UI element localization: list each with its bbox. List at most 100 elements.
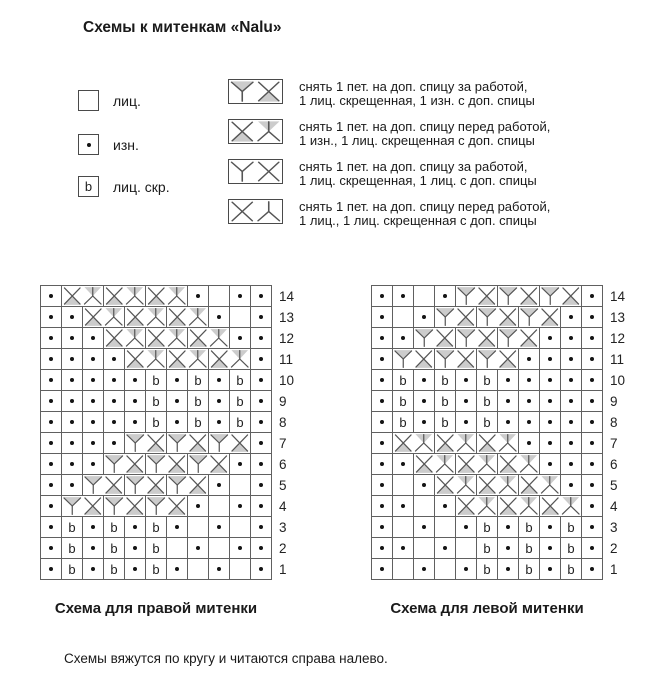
purl-cell bbox=[41, 286, 62, 307]
cable-back-cell bbox=[456, 286, 498, 307]
knit-empty-square-icon bbox=[78, 90, 99, 111]
purl-cell bbox=[456, 391, 477, 412]
cable-back-cell bbox=[146, 454, 188, 475]
cable-legend-line: снять 1 пет. на доп. спицу перед работой… bbox=[299, 119, 551, 134]
row-number: 7 bbox=[279, 436, 287, 451]
twisted-knit-cell: b bbox=[561, 538, 582, 559]
purl-dot-icon bbox=[590, 420, 594, 424]
knit-cell bbox=[414, 538, 435, 559]
purl-dot-icon bbox=[464, 420, 468, 424]
purl-cell bbox=[209, 370, 230, 391]
purl-dot-icon bbox=[527, 357, 531, 361]
cable-front-cell bbox=[456, 454, 498, 475]
knit-cell bbox=[188, 559, 209, 580]
purl-dot-icon bbox=[569, 483, 573, 487]
purl-dot-icon bbox=[569, 399, 573, 403]
purl-dot-icon bbox=[91, 336, 95, 340]
purl-cell bbox=[230, 538, 251, 559]
purl-cell bbox=[251, 391, 272, 412]
cable-front-cell bbox=[498, 454, 540, 475]
purl-dot-icon bbox=[527, 378, 531, 382]
purl-dot-icon bbox=[217, 315, 221, 319]
purl-dot-icon bbox=[259, 441, 263, 445]
twisted-knit-cell: b bbox=[104, 517, 125, 538]
twisted-knit-cell: b bbox=[188, 370, 209, 391]
purl-dot-icon bbox=[49, 525, 53, 529]
row-number: 12 bbox=[610, 331, 626, 346]
purl-dot-icon bbox=[49, 504, 53, 508]
purl-cell bbox=[582, 454, 603, 475]
purl-cell bbox=[393, 286, 414, 307]
cable-back-cell bbox=[62, 496, 104, 517]
twisted-knit-cell: b bbox=[230, 370, 251, 391]
twisted-knit-cell: b bbox=[435, 391, 456, 412]
cable-back-cell bbox=[167, 475, 209, 496]
purl-dot-icon bbox=[49, 294, 53, 298]
row-number: 4 bbox=[279, 499, 287, 514]
purl-cell bbox=[372, 307, 393, 328]
cable-front-cell bbox=[498, 496, 540, 517]
legend-item-twisted-knit: b лиц. скр. bbox=[78, 176, 170, 197]
twisted-knit-cell: b bbox=[435, 370, 456, 391]
purl-cell bbox=[167, 370, 188, 391]
purl-dot-icon bbox=[548, 399, 552, 403]
purl-dot-icon bbox=[506, 567, 510, 571]
purl-dot-icon bbox=[401, 462, 405, 466]
purl-cell bbox=[519, 391, 540, 412]
purl-dot-icon bbox=[238, 504, 242, 508]
purl-cell bbox=[540, 433, 561, 454]
purl-cell bbox=[83, 559, 104, 580]
purl-cell bbox=[209, 412, 230, 433]
purl-dot-icon bbox=[380, 462, 384, 466]
purl-dot-icon bbox=[380, 525, 384, 529]
purl-cell bbox=[393, 496, 414, 517]
knit-cell bbox=[209, 538, 230, 559]
purl-dot-icon bbox=[91, 420, 95, 424]
purl-cell bbox=[209, 559, 230, 580]
purl-dot-square-icon bbox=[78, 134, 99, 155]
cable-front-cell bbox=[62, 286, 104, 307]
purl-cell bbox=[519, 349, 540, 370]
twisted-knit-cell: b bbox=[230, 412, 251, 433]
knit-cell bbox=[230, 559, 251, 580]
row-number: 10 bbox=[279, 373, 295, 388]
chart-row bbox=[372, 349, 603, 370]
knit-cell bbox=[414, 496, 435, 517]
purl-cell bbox=[582, 538, 603, 559]
footer-note: Схемы вяжутся по кругу и читаются справа… bbox=[64, 651, 388, 666]
purl-cell bbox=[104, 412, 125, 433]
twisted-knit-cell: b bbox=[435, 412, 456, 433]
purl-cell bbox=[414, 517, 435, 538]
purl-dot-icon bbox=[49, 315, 53, 319]
twisted-knit-cell: b bbox=[146, 412, 167, 433]
left-mitten-row-numbers: 14 13 12 11 10 9 8 7 6 5 4 3 2 1 bbox=[610, 286, 636, 580]
purl-dot-icon bbox=[380, 357, 384, 361]
twisted-knit-cell: b bbox=[393, 370, 414, 391]
purl-dot-icon bbox=[380, 336, 384, 340]
purl-cell bbox=[540, 391, 561, 412]
purl-dot-icon bbox=[259, 315, 263, 319]
purl-cell bbox=[41, 433, 62, 454]
purl-cell bbox=[372, 433, 393, 454]
purl-cell bbox=[167, 391, 188, 412]
purl-cell bbox=[372, 328, 393, 349]
purl-cell bbox=[83, 349, 104, 370]
purl-dot-icon bbox=[422, 399, 426, 403]
knit-cell bbox=[230, 517, 251, 538]
purl-dot-icon bbox=[91, 567, 95, 571]
purl-cell bbox=[83, 391, 104, 412]
cable-front-cell bbox=[435, 475, 477, 496]
purl-dot-icon bbox=[217, 567, 221, 571]
purl-cell bbox=[41, 475, 62, 496]
purl-dot-icon bbox=[464, 399, 468, 403]
purl-cell bbox=[372, 370, 393, 391]
purl-cell bbox=[41, 496, 62, 517]
purl-cell bbox=[230, 286, 251, 307]
purl-dot-icon bbox=[380, 420, 384, 424]
purl-dot-icon bbox=[175, 399, 179, 403]
purl-dot-icon bbox=[380, 294, 384, 298]
